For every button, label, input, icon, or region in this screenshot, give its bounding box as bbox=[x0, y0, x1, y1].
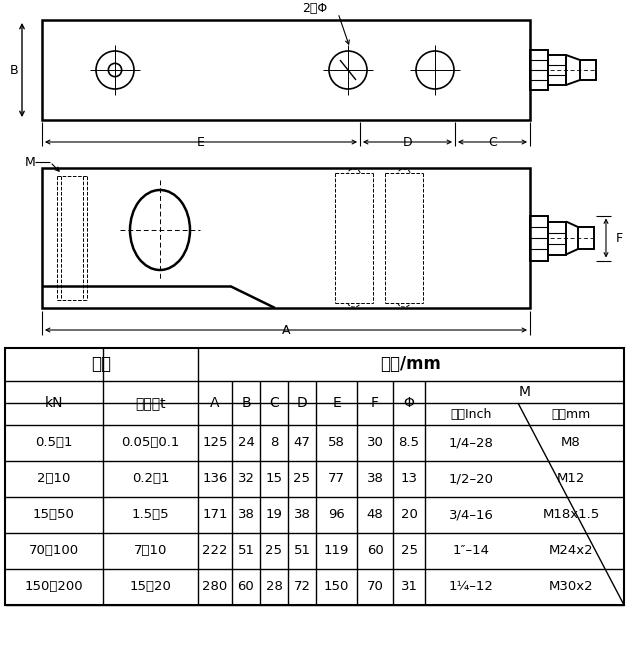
Text: 13: 13 bbox=[401, 472, 418, 485]
Text: B: B bbox=[241, 396, 251, 410]
Text: 20: 20 bbox=[401, 508, 418, 521]
Text: 8: 8 bbox=[270, 436, 278, 449]
Text: 38: 38 bbox=[294, 508, 311, 521]
Text: A: A bbox=[210, 396, 220, 410]
Text: 47: 47 bbox=[294, 436, 311, 449]
Bar bbox=[530, 215, 548, 261]
Text: 32: 32 bbox=[238, 472, 255, 485]
Text: M30x2: M30x2 bbox=[548, 580, 593, 593]
Text: 相当于t: 相当于t bbox=[135, 396, 166, 410]
Text: 1¼–12: 1¼–12 bbox=[449, 580, 494, 593]
Bar bbox=[42, 168, 530, 308]
Bar bbox=[548, 221, 566, 255]
Text: 15: 15 bbox=[265, 472, 282, 485]
Text: F: F bbox=[616, 231, 623, 244]
Text: 96: 96 bbox=[328, 508, 345, 521]
Text: 58: 58 bbox=[328, 436, 345, 449]
Text: C: C bbox=[488, 136, 497, 149]
Text: 公制mm: 公制mm bbox=[552, 407, 591, 421]
Text: 尺寸/mm: 尺寸/mm bbox=[381, 356, 442, 373]
Text: Φ: Φ bbox=[404, 396, 415, 410]
Text: 31: 31 bbox=[401, 580, 418, 593]
Text: 1/2–20: 1/2–20 bbox=[449, 472, 494, 485]
Bar bbox=[42, 20, 530, 120]
Text: 0.2～1: 0.2～1 bbox=[131, 472, 169, 485]
Bar bbox=[5, 348, 624, 605]
Text: D: D bbox=[297, 396, 308, 410]
Text: 2－Φ: 2－Φ bbox=[303, 3, 328, 16]
Text: 70～100: 70～100 bbox=[29, 544, 79, 557]
Text: 25: 25 bbox=[401, 544, 418, 557]
Bar bbox=[548, 55, 566, 85]
Text: M24x2: M24x2 bbox=[548, 544, 593, 557]
Text: 7～10: 7～10 bbox=[134, 544, 167, 557]
Text: F: F bbox=[371, 396, 379, 410]
Text: D: D bbox=[403, 136, 413, 149]
Text: 0.5～1: 0.5～1 bbox=[35, 436, 73, 449]
Text: 125: 125 bbox=[203, 436, 228, 449]
Text: M12: M12 bbox=[557, 472, 585, 485]
Text: 量程: 量程 bbox=[91, 356, 111, 373]
Text: 119: 119 bbox=[324, 544, 349, 557]
Text: 0.05～0.1: 0.05～0.1 bbox=[121, 436, 180, 449]
Text: 28: 28 bbox=[265, 580, 282, 593]
Bar bbox=[578, 227, 594, 249]
Text: 72: 72 bbox=[294, 580, 311, 593]
Text: 171: 171 bbox=[203, 508, 228, 521]
Text: 38: 38 bbox=[238, 508, 255, 521]
Text: 280: 280 bbox=[203, 580, 228, 593]
Text: 3/4–16: 3/4–16 bbox=[449, 508, 494, 521]
Text: 英制Inch: 英制Inch bbox=[451, 407, 492, 421]
Text: 24: 24 bbox=[238, 436, 255, 449]
Text: B: B bbox=[9, 64, 18, 77]
Text: 70: 70 bbox=[367, 580, 384, 593]
Bar bbox=[530, 50, 548, 90]
Text: 136: 136 bbox=[203, 472, 228, 485]
Text: 19: 19 bbox=[265, 508, 282, 521]
Text: kN: kN bbox=[45, 396, 64, 410]
Text: 15～20: 15～20 bbox=[130, 580, 172, 593]
Text: 15～50: 15～50 bbox=[33, 508, 75, 521]
Text: 77: 77 bbox=[328, 472, 345, 485]
Text: 1″–14: 1″–14 bbox=[453, 544, 490, 557]
Text: 51: 51 bbox=[238, 544, 255, 557]
Text: 25: 25 bbox=[265, 544, 282, 557]
Text: 1.5～5: 1.5～5 bbox=[131, 508, 169, 521]
Text: A: A bbox=[282, 324, 290, 337]
Bar bbox=[580, 60, 596, 80]
Text: 30: 30 bbox=[367, 436, 384, 449]
Text: E: E bbox=[197, 136, 205, 149]
Text: 2～10: 2～10 bbox=[37, 472, 70, 485]
Text: 25: 25 bbox=[294, 472, 311, 485]
Text: 48: 48 bbox=[367, 508, 383, 521]
Text: 222: 222 bbox=[203, 544, 228, 557]
Text: 51: 51 bbox=[294, 544, 311, 557]
Text: 60: 60 bbox=[367, 544, 383, 557]
Text: M18x1.5: M18x1.5 bbox=[542, 508, 599, 521]
Text: 8.5: 8.5 bbox=[399, 436, 420, 449]
Text: M: M bbox=[518, 385, 530, 399]
Text: C: C bbox=[269, 396, 279, 410]
Text: 150: 150 bbox=[324, 580, 349, 593]
Text: 60: 60 bbox=[238, 580, 254, 593]
Text: 1/4–28: 1/4–28 bbox=[449, 436, 494, 449]
Text: 150～200: 150～200 bbox=[25, 580, 83, 593]
Text: 38: 38 bbox=[367, 472, 384, 485]
Text: M: M bbox=[25, 155, 35, 168]
Text: E: E bbox=[332, 396, 341, 410]
Text: M8: M8 bbox=[561, 436, 581, 449]
